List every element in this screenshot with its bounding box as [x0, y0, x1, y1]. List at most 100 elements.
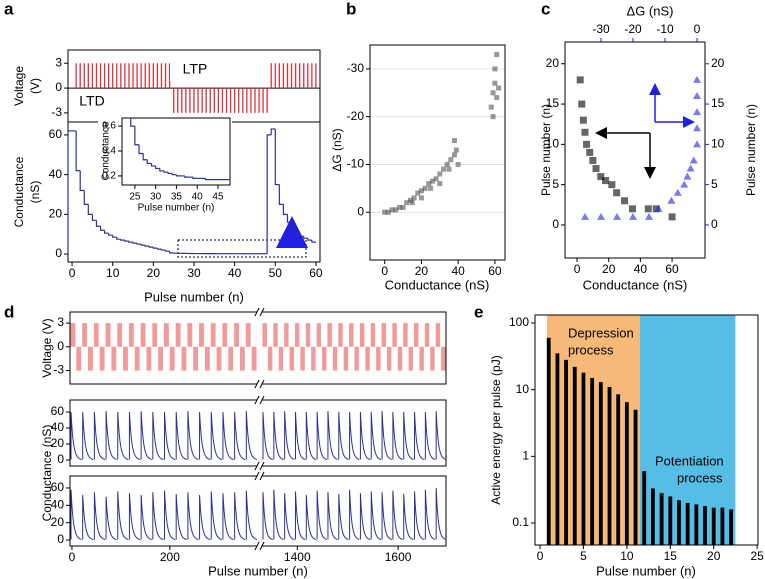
break-mark: [254, 471, 260, 481]
step: [83, 190, 89, 206]
point: [455, 161, 461, 167]
trace-cycle: [392, 490, 403, 540]
pulse-block: [316, 323, 322, 347]
point: [645, 212, 653, 220]
pulse-block: [441, 346, 446, 371]
point: [693, 75, 701, 83]
pulse-block: [128, 323, 134, 347]
pulse-block: [278, 346, 284, 371]
y-tick-label: 15: [711, 96, 725, 110]
point: [429, 178, 435, 184]
trace-cycle: [424, 411, 436, 460]
pulse-block: [424, 323, 430, 347]
pulse-block: [234, 323, 239, 347]
trace-cycle: [117, 491, 129, 540]
region-label: Potentiation: [655, 453, 724, 468]
pulse-block: [267, 346, 273, 371]
y-tick-label: 3: [57, 315, 64, 329]
point: [667, 196, 676, 204]
break-mark: [259, 395, 265, 405]
y-tick-label: 0: [357, 204, 364, 218]
point: [629, 212, 637, 220]
pulse-block: [216, 346, 222, 371]
bar: [616, 394, 621, 545]
step: [159, 168, 164, 172]
y-tick-label: 5: [552, 177, 559, 191]
point: [415, 190, 421, 196]
y-tick-label: 0: [552, 217, 559, 231]
x-tick-label: 35: [171, 192, 183, 203]
y-tick-label: 60: [51, 480, 65, 494]
x-tick-label: 50: [269, 266, 283, 280]
trace-cycle: [210, 411, 223, 460]
pulse-block: [152, 323, 158, 347]
break-mark: [259, 541, 265, 551]
step: [282, 204, 288, 215]
pulse-block: [397, 346, 403, 371]
point: [579, 116, 587, 124]
point: [440, 166, 446, 172]
trace-cycle: [284, 411, 295, 460]
step: [286, 214, 292, 223]
x-tick-label: 60: [488, 264, 502, 278]
point: [693, 124, 701, 132]
trace-cycle: [338, 494, 349, 540]
point: [597, 173, 605, 181]
trace-cycle: [210, 491, 223, 540]
pulse-block: [332, 346, 338, 371]
plot-frame: [369, 44, 506, 261]
inset-bg: [98, 114, 232, 215]
y-tick-label: 100: [509, 315, 529, 329]
x-tick-label: 0: [381, 264, 388, 278]
x-tick-label: 30: [150, 192, 162, 203]
inset-x-label: Pulse number (n): [138, 203, 215, 214]
point: [448, 157, 454, 163]
step: [155, 165, 160, 170]
x-tick-label: 0: [694, 22, 701, 36]
step: [144, 245, 150, 247]
x-tick-label: 200: [160, 550, 180, 564]
point: [496, 85, 502, 91]
trace-cycle: [370, 491, 382, 540]
pulse-block: [435, 323, 441, 347]
trace-cycle: [175, 411, 188, 460]
pulse-block: [322, 346, 327, 371]
y-tick-label: 60: [49, 127, 63, 141]
step: [274, 128, 280, 186]
x-tick-label: 1600: [385, 550, 412, 564]
y-tick-label: 0.6: [102, 121, 116, 132]
x-axis-label: Pulse number (n): [596, 563, 696, 578]
y-tick-label: 10: [546, 137, 560, 151]
pulse-block: [181, 346, 187, 371]
pulse-block: [239, 346, 245, 371]
point: [418, 188, 424, 194]
pulse-block: [354, 346, 359, 371]
x-tick-label: 25: [129, 192, 141, 203]
x-tick-label: 20: [415, 264, 429, 278]
x-tick-label: 20: [707, 549, 721, 563]
point: [494, 52, 500, 58]
bar: [642, 471, 647, 545]
pulse-block: [403, 323, 408, 347]
pulse-block: [273, 323, 278, 347]
trace-cycle: [403, 411, 414, 460]
y-tick-label: 40: [49, 167, 63, 181]
point: [576, 76, 584, 84]
point: [613, 189, 621, 197]
step: [134, 126, 140, 146]
trace-cycle: [294, 411, 306, 460]
trace-cycle: [245, 411, 258, 460]
pulse-block: [245, 323, 251, 347]
x-tick-label: 40: [192, 192, 204, 203]
annotation: LTP: [183, 61, 208, 77]
y-tick-label: -3: [51, 105, 62, 119]
step: [204, 178, 210, 181]
break-mark: [254, 307, 260, 317]
point: [396, 204, 402, 210]
pulse-block: [187, 323, 193, 347]
y-tick-label: 0.1: [512, 515, 529, 529]
point: [680, 180, 689, 188]
panel-letter: c: [541, 0, 550, 18]
point: [409, 200, 415, 206]
pulse-block: [365, 346, 370, 371]
